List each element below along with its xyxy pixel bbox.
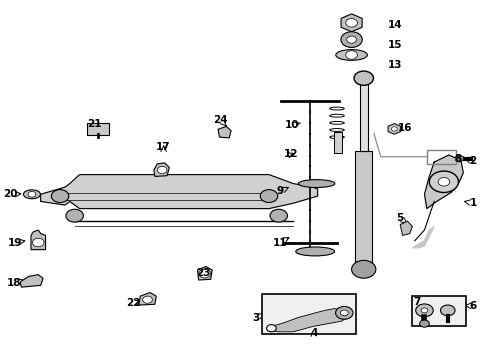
Text: 12: 12 [283, 149, 298, 159]
Circle shape [66, 209, 83, 222]
Polygon shape [197, 266, 212, 280]
Circle shape [351, 260, 375, 278]
Text: 6: 6 [468, 301, 476, 311]
Circle shape [157, 166, 166, 174]
Circle shape [269, 209, 287, 222]
Text: 13: 13 [387, 60, 402, 70]
Text: 5: 5 [396, 213, 403, 223]
Polygon shape [454, 155, 463, 162]
Circle shape [420, 308, 427, 313]
Circle shape [345, 18, 357, 27]
Text: 22: 22 [125, 298, 140, 308]
Text: 9: 9 [276, 186, 283, 197]
Circle shape [335, 306, 352, 319]
Text: 10: 10 [285, 120, 299, 130]
Bar [333, 132, 341, 153]
Polygon shape [399, 221, 411, 235]
Polygon shape [340, 14, 362, 32]
Text: 21: 21 [87, 118, 101, 129]
Text: 2: 2 [468, 156, 476, 166]
Text: 23: 23 [196, 268, 210, 278]
Text: 4: 4 [309, 328, 317, 338]
Text: 19: 19 [8, 238, 22, 248]
Polygon shape [268, 309, 348, 332]
Circle shape [390, 127, 396, 131]
Polygon shape [411, 226, 433, 248]
Circle shape [32, 238, 44, 247]
Circle shape [345, 51, 357, 59]
Bar [426, 150, 455, 164]
Polygon shape [41, 175, 317, 208]
Text: 15: 15 [387, 40, 402, 50]
Polygon shape [31, 230, 45, 249]
Circle shape [419, 320, 428, 327]
Bar [411, 296, 465, 327]
Circle shape [340, 310, 347, 316]
Circle shape [142, 296, 152, 303]
Circle shape [260, 190, 277, 203]
Circle shape [437, 177, 449, 186]
Ellipse shape [335, 50, 366, 60]
Circle shape [51, 190, 69, 203]
Text: 24: 24 [213, 115, 227, 125]
Polygon shape [218, 126, 231, 138]
Circle shape [340, 32, 362, 48]
Ellipse shape [298, 180, 334, 188]
Circle shape [199, 269, 210, 278]
Ellipse shape [23, 190, 41, 199]
Bar [261, 294, 356, 334]
Polygon shape [139, 293, 156, 305]
Text: 18: 18 [7, 278, 21, 288]
Bar [359, 80, 367, 152]
Text: 17: 17 [156, 142, 170, 152]
Circle shape [428, 171, 458, 193]
Circle shape [353, 71, 373, 85]
Circle shape [346, 36, 356, 43]
Text: 20: 20 [3, 189, 18, 199]
Polygon shape [20, 275, 43, 287]
Text: 8: 8 [454, 154, 461, 163]
Circle shape [415, 304, 432, 317]
Text: 3: 3 [252, 312, 259, 323]
Circle shape [28, 192, 36, 197]
Polygon shape [424, 155, 462, 208]
Bar [87, 123, 108, 135]
Ellipse shape [295, 247, 334, 256]
Circle shape [440, 305, 454, 316]
Text: 7: 7 [413, 297, 420, 307]
Text: 16: 16 [397, 123, 411, 133]
Bar [354, 152, 372, 269]
Text: 1: 1 [468, 198, 476, 208]
Text: 14: 14 [387, 20, 402, 30]
Circle shape [266, 325, 276, 332]
Polygon shape [387, 123, 400, 134]
Text: 11: 11 [272, 238, 286, 248]
Polygon shape [154, 163, 169, 176]
